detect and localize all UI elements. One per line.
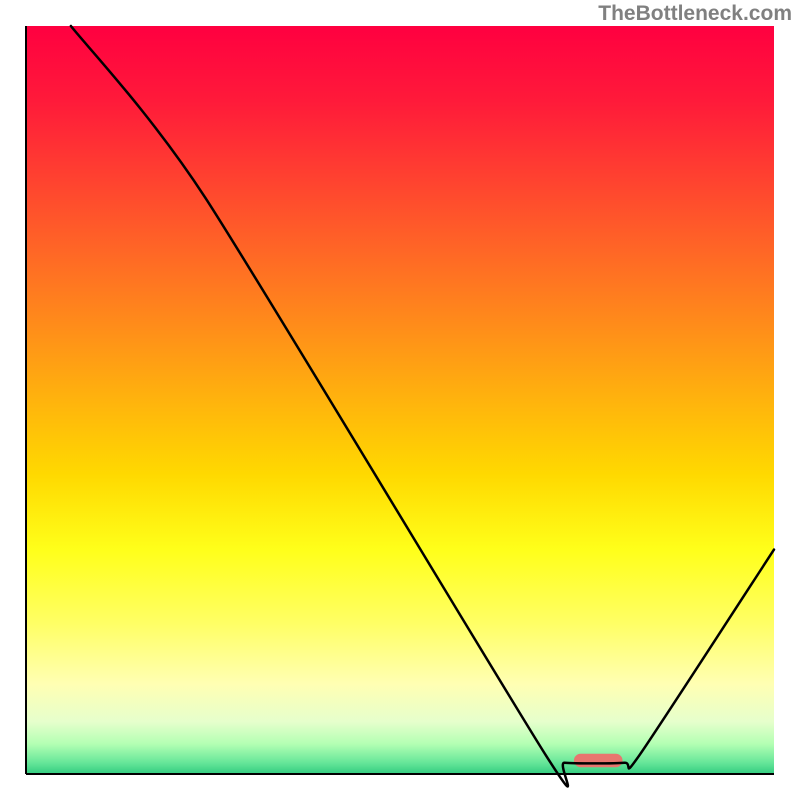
chart-container: TheBottleneck.com <box>0 0 800 800</box>
gradient-background <box>26 26 774 774</box>
optimal-marker <box>574 754 623 767</box>
watermark-text: TheBottleneck.com <box>598 2 792 26</box>
chart-svg <box>0 0 800 800</box>
